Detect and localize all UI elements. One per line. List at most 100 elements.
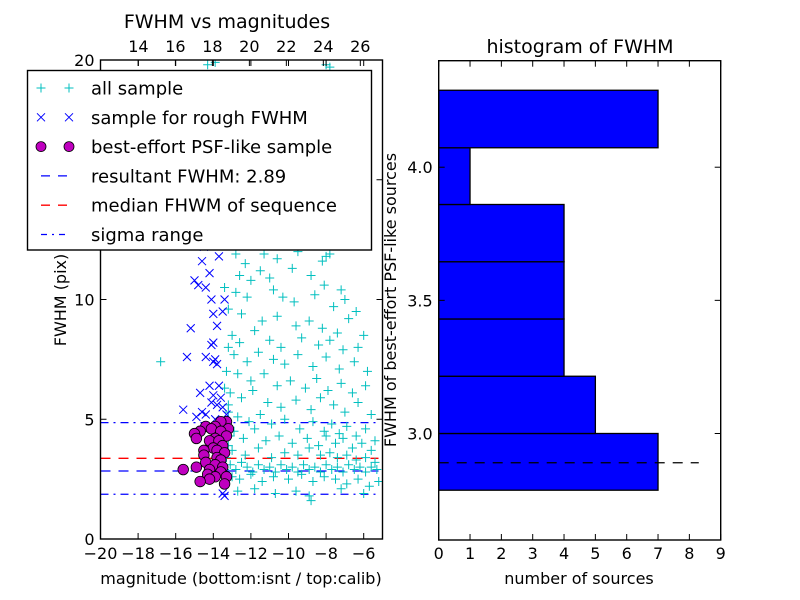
- point-plus: [334, 364, 344, 374]
- point-x: [216, 393, 226, 403]
- histogram-bar: [438, 89, 659, 149]
- point-plus: [276, 460, 286, 470]
- point-plus: [240, 259, 250, 269]
- histogram-bar: [438, 147, 471, 206]
- scatter-y-label: FWHM (pix): [51, 254, 70, 347]
- point-x: [212, 400, 222, 410]
- point-x: [205, 268, 214, 278]
- point-x: [208, 309, 218, 319]
- point-circle: [194, 475, 206, 488]
- point-plus: [261, 436, 271, 446]
- point-plus: [321, 251, 331, 261]
- point-plus: [353, 342, 363, 352]
- point-plus: [203, 60, 213, 70]
- point-plus: [263, 397, 273, 407]
- point-x: [207, 295, 216, 304]
- point-plus: [306, 405, 316, 415]
- point-plus: [291, 321, 301, 331]
- point-plus: [315, 393, 325, 403]
- x-tick-label: −20: [84, 544, 118, 563]
- point-plus: [351, 455, 361, 465]
- point-plus: [268, 472, 278, 482]
- point-plus: [289, 297, 299, 307]
- x-tick-label: −14: [196, 544, 230, 563]
- point-plus: [359, 330, 369, 340]
- point-plus: [257, 316, 267, 326]
- x-tick-label: −8: [314, 544, 338, 563]
- x-tick-label: 9: [716, 544, 726, 563]
- legend-item: median FHWM of sequence: [41, 196, 337, 217]
- y-tick-label: 0: [84, 530, 94, 549]
- legend-x-icon: [36, 112, 46, 122]
- point-plus: [336, 285, 346, 295]
- point-plus: [238, 433, 248, 443]
- legend-item: sample for rough FWHM: [36, 108, 308, 129]
- point-x: [218, 489, 228, 498]
- point-plus: [340, 407, 350, 417]
- point-plus: [255, 266, 265, 276]
- point-x: [212, 321, 222, 331]
- point-x: [214, 252, 224, 261]
- point-plus: [315, 467, 325, 477]
- point-plus: [259, 369, 269, 379]
- legend-item: resultant FWHM: 2.89: [41, 166, 286, 187]
- point-plus: [338, 467, 348, 477]
- point-plus: [233, 412, 243, 422]
- point-plus: [227, 330, 237, 340]
- point-plus: [274, 431, 284, 441]
- x-tick-label: 1: [465, 544, 475, 563]
- histogram-bar: [438, 203, 565, 263]
- point-plus: [370, 436, 380, 446]
- point-plus: [344, 314, 354, 324]
- point-plus: [338, 345, 348, 355]
- point-plus: [237, 457, 246, 467]
- point-plus: [268, 354, 278, 364]
- point-x: [214, 381, 224, 391]
- point-plus: [272, 381, 282, 391]
- point-x: [190, 275, 199, 285]
- point-plus: [321, 431, 331, 441]
- point-x: [197, 407, 207, 417]
- histogram-plot: histogram of FWHM 0 1 2 3 4 5 6 7 8 9 3.0 3.5 4.0 n…: [381, 36, 726, 588]
- point-plus: [265, 462, 275, 472]
- point-plus: [364, 481, 374, 491]
- point-plus: [270, 488, 280, 498]
- point-plus: [336, 378, 346, 388]
- point-plus: [304, 316, 314, 326]
- point-plus: [246, 275, 256, 285]
- point-plus: [282, 465, 292, 475]
- histogram-x-label: number of sources: [504, 569, 654, 588]
- series-best-effort-psf-like-sample: [177, 415, 235, 490]
- series-all-sample: [156, 60, 383, 506]
- x-tick-label: 5: [590, 544, 600, 563]
- top-x-tick-label: 20: [239, 37, 259, 56]
- point-x: [195, 388, 205, 398]
- point-plus: [372, 465, 382, 475]
- point-circle: [205, 423, 218, 435]
- legend-label: median FHWM of sequence: [91, 196, 337, 217]
- point-plus: [306, 496, 316, 506]
- point-plus: [332, 462, 342, 472]
- x-tick-label: −10: [272, 544, 306, 563]
- x-tick-label: 3: [528, 544, 538, 563]
- point-plus: [248, 467, 258, 477]
- point-x: [218, 402, 228, 412]
- point-circle: [190, 461, 203, 473]
- y-tick-label: 5: [84, 410, 94, 429]
- point-plus: [308, 477, 318, 487]
- point-plus: [246, 376, 256, 386]
- point-plus: [270, 467, 280, 477]
- point-plus: [250, 484, 260, 494]
- point-plus: [310, 290, 320, 300]
- point-plus: [156, 357, 166, 367]
- y-tick-label: 4.0: [407, 158, 432, 177]
- point-plus: [291, 395, 301, 405]
- histogram-bar: [438, 432, 659, 491]
- point-plus: [237, 309, 246, 319]
- point-plus: [304, 443, 314, 453]
- scatter-y-ticks: 0 5 10 20: [74, 51, 383, 549]
- point-x: [182, 352, 192, 362]
- legend-plus-icon: [36, 83, 46, 93]
- point-plus: [285, 376, 295, 386]
- top-x-tick-label: 22: [276, 37, 296, 56]
